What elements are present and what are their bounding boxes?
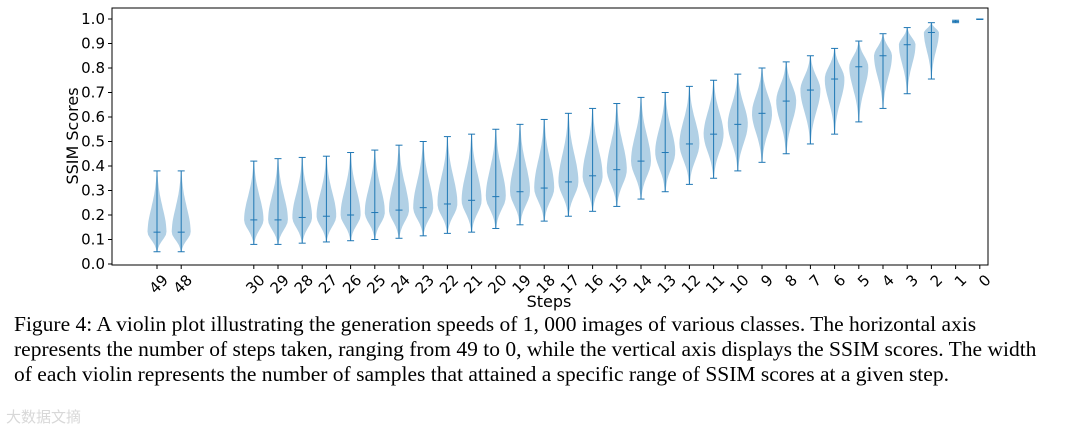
x-tick-label: 23 xyxy=(412,271,438,297)
x-tick-label: 14 xyxy=(630,271,656,297)
y-tick-label: 1.0 xyxy=(81,10,105,28)
x-tick-label: 16 xyxy=(581,271,607,297)
x-tick-label: 5 xyxy=(854,271,873,290)
x-tick-label: 13 xyxy=(654,271,680,297)
x-tick-label: 9 xyxy=(757,271,776,290)
x-tick-label: 29 xyxy=(267,271,293,297)
x-tick-label: 21 xyxy=(460,271,486,297)
x-tick-label: 1 xyxy=(951,271,970,290)
y-tick-label: 0.9 xyxy=(81,35,105,53)
x-tick-label: 27 xyxy=(315,271,341,297)
x-tick-label: 26 xyxy=(339,271,365,297)
x-tick-label: 20 xyxy=(484,271,510,297)
y-tick-label: 0.3 xyxy=(81,182,105,200)
x-tick-label: 4 xyxy=(878,271,897,290)
x-tick-label: 30 xyxy=(242,271,268,297)
violin-group xyxy=(147,18,984,253)
x-tick-label: 2 xyxy=(927,271,946,290)
y-tick-label: 0.4 xyxy=(81,157,105,175)
x-tick-label: 28 xyxy=(291,271,317,297)
y-tick-label: 0.6 xyxy=(81,108,105,126)
y-tick-label: 0.8 xyxy=(81,59,105,77)
x-tick-label: 11 xyxy=(702,271,728,297)
x-tick-label: 25 xyxy=(363,271,389,297)
y-tick-label: 0.7 xyxy=(81,84,105,102)
x-tick-label: 49 xyxy=(146,271,172,297)
x-tick-label: 24 xyxy=(388,271,414,297)
y-tick-label: 0.0 xyxy=(81,255,105,273)
plot-frame xyxy=(111,7,989,266)
figure-caption: Figure 4: A violin plot illustrating the… xyxy=(14,312,1037,386)
x-tick-label: 48 xyxy=(170,271,196,297)
x-tick-label: 6 xyxy=(830,271,849,290)
x-axis-label: Steps xyxy=(527,292,572,311)
x-tick-label: 22 xyxy=(436,271,462,297)
x-tick-label: 3 xyxy=(903,271,922,290)
y-tick-label: 0.2 xyxy=(81,206,105,224)
y-axis-label: SSIM Scores xyxy=(63,87,82,184)
watermark-text: 大数据文摘 xyxy=(6,408,82,426)
x-tick-label: 0 xyxy=(975,271,994,290)
y-axis: 0.0 0.1 0.2 0.3 0.4 0.5 0.6 0.7 0.8 0.9 1.0 xyxy=(81,10,112,273)
x-tick-label: 10 xyxy=(726,271,752,297)
y-tick-label: 0.5 xyxy=(81,133,105,151)
x-tick-label: 15 xyxy=(605,271,631,297)
y-tick-label: 0.1 xyxy=(81,231,105,249)
x-tick-label: 7 xyxy=(806,271,825,290)
x-tick-label: 8 xyxy=(782,271,801,290)
x-tick-label: 12 xyxy=(678,271,704,297)
